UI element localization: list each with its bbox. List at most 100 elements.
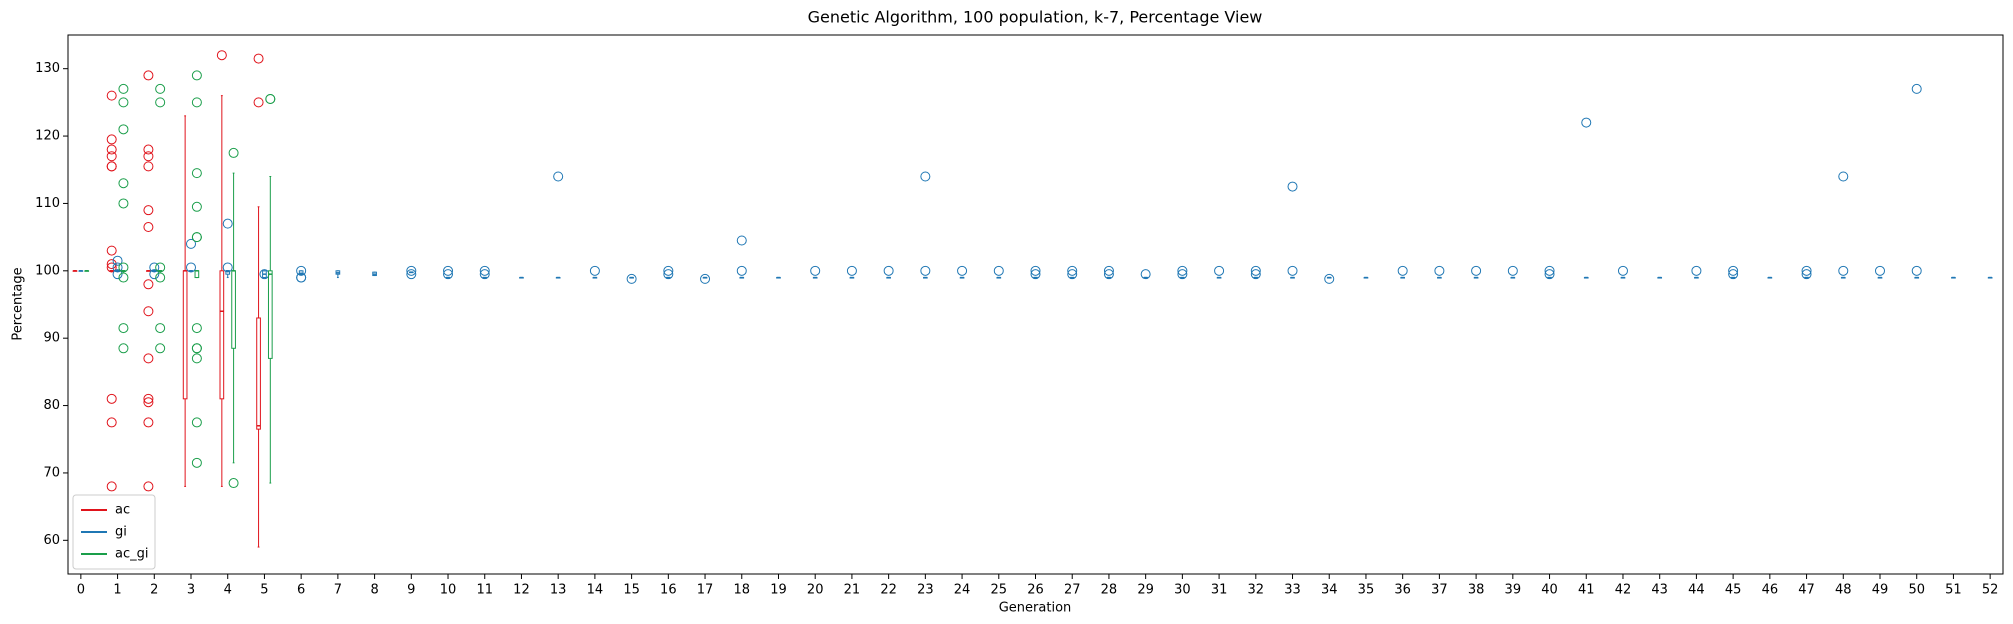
flier xyxy=(1581,117,1592,128)
flier xyxy=(228,147,239,158)
flier xyxy=(663,265,674,276)
flier xyxy=(191,168,202,179)
flier xyxy=(186,262,197,273)
x-tick-label: 28 xyxy=(1101,583,1118,598)
x-tick-label: 51 xyxy=(1945,583,1962,598)
x-tick-label: 35 xyxy=(1358,583,1375,598)
flier xyxy=(112,262,123,273)
box xyxy=(194,270,200,279)
x-tick-label: 52 xyxy=(1982,583,1999,598)
flier xyxy=(106,262,117,273)
flier xyxy=(957,265,968,276)
flier xyxy=(106,393,117,404)
x-axis-label: Generation xyxy=(999,601,1072,616)
flier xyxy=(112,255,123,266)
x-tick-label: 13 xyxy=(550,583,567,598)
flier xyxy=(191,417,202,428)
x-tick-label: 49 xyxy=(1872,583,1889,598)
x-tick-label: 10 xyxy=(440,583,457,598)
flier xyxy=(296,272,307,283)
x-tick-label: 32 xyxy=(1248,583,1265,598)
flier xyxy=(155,343,166,354)
flier xyxy=(1287,181,1298,192)
x-tick-label: 39 xyxy=(1505,583,1522,598)
x-tick-label: 26 xyxy=(1027,583,1044,598)
flier xyxy=(143,306,154,317)
x-tick-label: 0 xyxy=(77,583,85,598)
flier xyxy=(118,124,129,135)
flier xyxy=(143,279,154,290)
flier xyxy=(1287,265,1298,276)
flier xyxy=(700,273,711,284)
x-tick-label: 42 xyxy=(1615,583,1632,598)
y-tick-label: 120 xyxy=(35,129,60,144)
flier xyxy=(626,273,637,284)
legend-label: gi xyxy=(115,525,127,540)
flier xyxy=(1728,265,1739,276)
flier xyxy=(920,265,931,276)
x-tick-label: 17 xyxy=(697,583,714,598)
flier xyxy=(736,235,747,246)
flier xyxy=(118,323,129,334)
box xyxy=(267,270,273,359)
y-tick-label: 60 xyxy=(43,533,60,548)
flier xyxy=(553,171,564,182)
flier xyxy=(1397,265,1408,276)
flier xyxy=(479,265,490,276)
flier xyxy=(118,198,129,209)
x-tick-label: 33 xyxy=(1284,583,1301,598)
x-tick-label: 2 xyxy=(150,583,158,598)
flier xyxy=(143,151,154,162)
y-tick-label: 80 xyxy=(43,398,60,413)
flier xyxy=(443,265,454,276)
chart-title: Genetic Algorithm, 100 population, k-7, … xyxy=(808,8,1263,27)
flier xyxy=(1103,265,1114,276)
flier xyxy=(155,97,166,108)
flier xyxy=(143,393,154,404)
x-tick-label: 12 xyxy=(513,583,530,598)
flier xyxy=(106,259,117,270)
flier xyxy=(253,53,264,64)
flier xyxy=(993,265,1004,276)
flier xyxy=(155,323,166,334)
flier xyxy=(1067,269,1078,280)
flier xyxy=(191,457,202,468)
x-tick-label: 1 xyxy=(113,583,121,598)
flier xyxy=(1177,265,1188,276)
x-tick-label: 7 xyxy=(334,583,342,598)
x-tick-label: 6 xyxy=(297,583,305,598)
flier xyxy=(106,417,117,428)
flier xyxy=(1030,269,1041,280)
flier xyxy=(1801,269,1812,280)
flier xyxy=(143,353,154,364)
flier xyxy=(1103,269,1114,280)
flier xyxy=(443,269,454,280)
flier xyxy=(191,97,202,108)
flier xyxy=(1177,269,1188,280)
x-tick-label: 43 xyxy=(1651,583,1668,598)
box xyxy=(231,270,236,349)
x-tick-label: 14 xyxy=(587,583,604,598)
x-tick-label: 9 xyxy=(407,583,415,598)
x-tick-label: 21 xyxy=(844,583,861,598)
flier xyxy=(920,171,931,182)
x-tick-label: 25 xyxy=(991,583,1008,598)
x-tick-label: 23 xyxy=(917,583,934,598)
flier xyxy=(191,70,202,81)
flier xyxy=(1030,265,1041,276)
flier xyxy=(106,481,117,492)
x-tick-label: 18 xyxy=(733,583,750,598)
legend-label: ac_gi xyxy=(115,547,148,562)
flier xyxy=(736,265,747,276)
flier xyxy=(1691,265,1702,276)
flier xyxy=(253,97,264,108)
flier xyxy=(186,238,197,249)
flier xyxy=(1067,265,1078,276)
y-tick-label: 110 xyxy=(35,196,60,211)
flier xyxy=(1471,265,1482,276)
flier xyxy=(155,83,166,94)
x-tick-label: 19 xyxy=(770,583,787,598)
flier xyxy=(1911,83,1922,94)
box xyxy=(182,270,188,400)
flier xyxy=(106,161,117,172)
